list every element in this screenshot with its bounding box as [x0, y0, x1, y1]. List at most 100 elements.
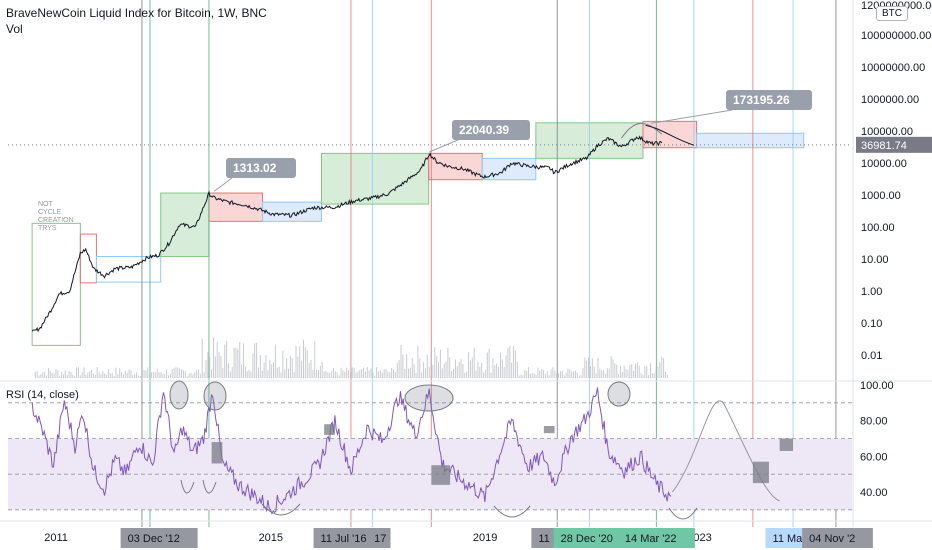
volume-bar: [302, 339, 304, 378]
volume-bar: [64, 370, 66, 378]
volume-bar: [484, 369, 486, 378]
rsi-box: [752, 461, 769, 484]
price-tick-label: 100000.00: [861, 126, 913, 138]
volume-bar: [599, 368, 601, 378]
rsi-tick-label: 80.00: [860, 416, 888, 428]
volume-bar: [241, 364, 243, 378]
volume-bar: [569, 369, 571, 378]
volume-bar: [426, 354, 428, 378]
rsi-line: [31, 387, 672, 515]
rsi-panel: [0, 380, 932, 522]
volume-bar: [428, 366, 430, 378]
volume-bar: [96, 367, 98, 378]
volume-bar: [588, 357, 590, 378]
volume-bar: [608, 368, 610, 378]
volume-bar: [363, 367, 365, 378]
volume-bar: [546, 370, 548, 378]
rsi-bottom-arc: [261, 503, 301, 516]
volume-bar: [376, 367, 378, 378]
volume-bar: [342, 370, 344, 378]
volume-bar: [402, 354, 404, 378]
volume-bar: [211, 369, 213, 378]
volume-bar: [606, 368, 608, 378]
projection-curve: [621, 122, 663, 139]
volume-bar: [574, 370, 576, 378]
date-label-box: [313, 528, 391, 548]
peak-callout: 22040.39: [429, 120, 530, 153]
volume-bar: [205, 359, 207, 378]
volume-bar: [618, 373, 620, 378]
date-label: 14 Mar '22: [625, 533, 677, 545]
volume-bar: [55, 368, 57, 378]
volume-bar: [66, 374, 68, 378]
volume-bar: [44, 371, 46, 378]
rsi-tick-label: 60.00: [860, 451, 888, 463]
volume-bar: [603, 370, 605, 378]
volume-bar: [312, 369, 314, 378]
volume-bar: [629, 364, 631, 378]
volume-bar: [526, 370, 528, 378]
volume-bar: [91, 370, 93, 378]
volume-bar: [336, 372, 338, 378]
price-tick-label: 0.01: [861, 350, 882, 362]
volume-bar: [499, 352, 501, 378]
volume-bar: [516, 361, 518, 378]
volume-bar: [663, 358, 665, 378]
volume-bar: [439, 349, 441, 378]
volume-bar: [81, 372, 83, 378]
currency-button[interactable]: BTC: [876, 6, 908, 21]
volume-bar: [235, 347, 237, 378]
volume-bar: [409, 367, 411, 378]
volume-bar: [642, 374, 644, 378]
volume-bar: [462, 363, 464, 378]
volume-bar: [584, 357, 586, 378]
volume-bar: [143, 369, 145, 378]
volume-bar: [154, 372, 156, 378]
volume-bar: [237, 349, 239, 378]
volume-bar: [623, 365, 625, 378]
volume-bar: [134, 374, 136, 378]
volume-bar: [661, 356, 663, 378]
volume-bar: [34, 371, 36, 378]
volume-bar: [346, 367, 348, 378]
volume-bar: [514, 350, 516, 378]
volume-bar: [308, 363, 310, 378]
volume-bar: [325, 370, 327, 378]
volume-bar: [383, 369, 385, 378]
volume-bars: [34, 337, 668, 378]
volume-bar: [351, 367, 353, 378]
rsi-label[interactable]: RSI (14, close): [6, 389, 79, 401]
date-label: 11 Jul '16: [321, 533, 367, 545]
volume-bar: [77, 367, 79, 378]
volume-bar: [196, 369, 198, 378]
volume-bar: [239, 341, 241, 378]
rsi-hook: [180, 479, 195, 494]
volume-bar: [509, 346, 511, 378]
volume-bar: [319, 365, 321, 378]
volume-bar: [259, 355, 261, 378]
volume-bar: [70, 371, 72, 378]
volume-bar: [184, 371, 186, 378]
volume-bar: [46, 375, 48, 378]
volume-bar: [87, 372, 89, 378]
volume-bar: [348, 369, 350, 378]
volume-bar: [226, 340, 228, 378]
volume-bar: [160, 372, 162, 378]
callout-pointer: [650, 109, 733, 124]
volume-bar: [479, 367, 481, 378]
rsi-tick-label: 100.00: [860, 380, 894, 392]
volume-bar: [559, 371, 561, 378]
price-series: [31, 122, 695, 333]
current-price-label: 36981.74: [861, 140, 907, 152]
rsi-peak-ellipse: [404, 384, 454, 412]
volume-bar: [468, 352, 470, 378]
rsi-box: [543, 426, 555, 434]
price-axis[interactable]: 1200000000.00100000000.0010000000.001000…: [852, 0, 932, 527]
volume-bar: [385, 368, 387, 378]
volume-bar: [57, 370, 59, 378]
volume-bar: [447, 347, 449, 378]
volume-bar: [398, 360, 400, 378]
volume-bar: [179, 368, 181, 378]
